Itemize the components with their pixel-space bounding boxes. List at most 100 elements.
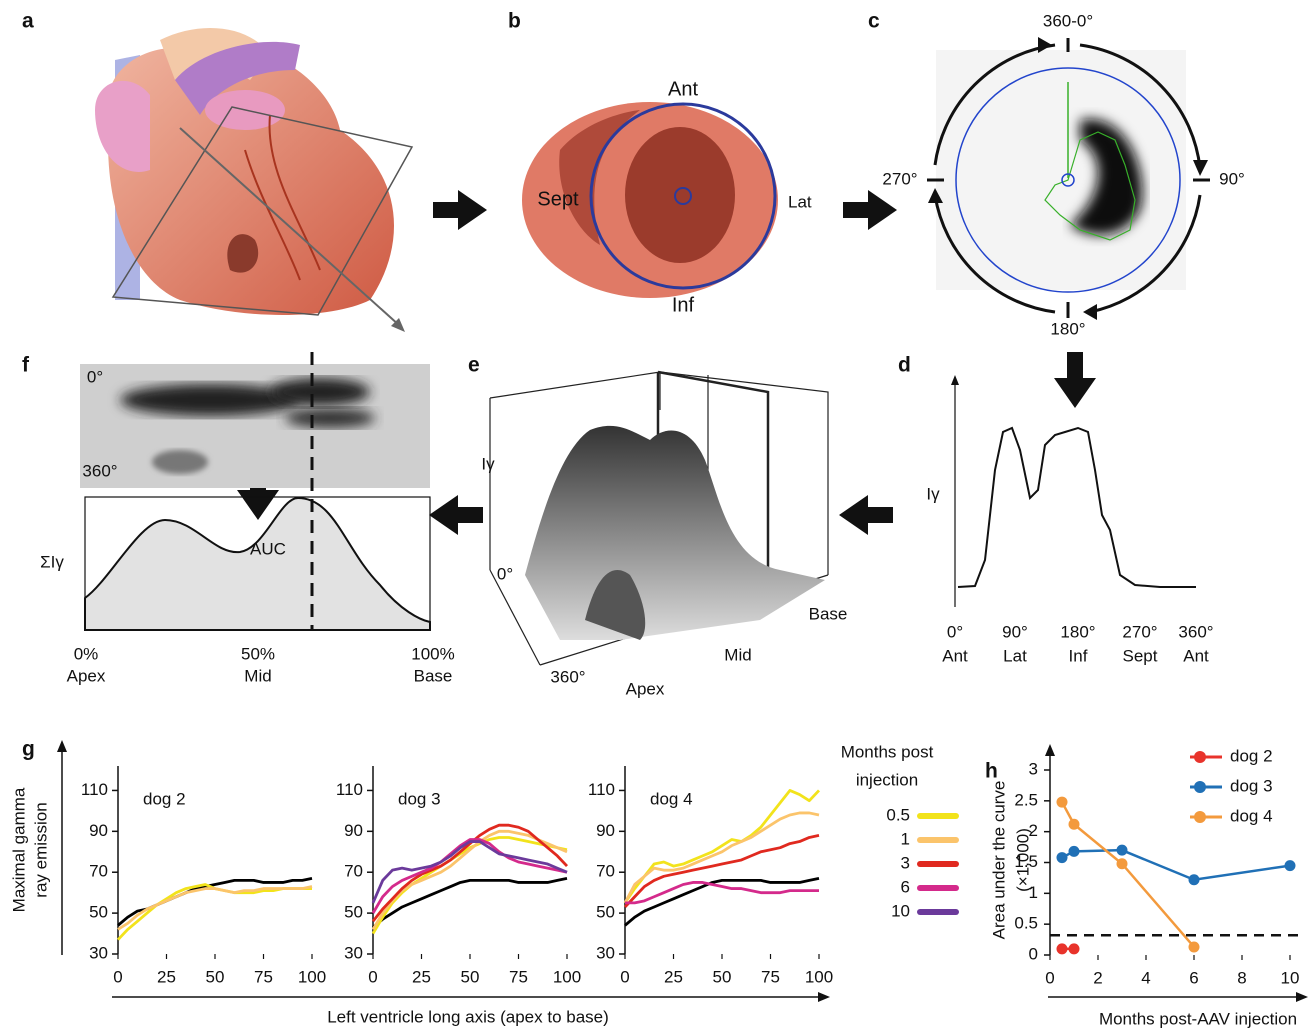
page: {"panel_labels":["a","b","c","d","e","f"… [0,0,1312,1031]
angle-label: 90° [1219,169,1245,188]
legend-marker [1194,751,1206,763]
legend-label: dog 3 [1230,776,1273,795]
angle-label: 360-0° [1043,11,1093,30]
y-tick-label: 0 [1029,944,1038,963]
data-line [118,878,312,925]
y-tick-label: 90 [596,821,615,840]
orientation-label: Ant [668,78,698,100]
x-tick-label: 0 [1045,968,1054,987]
axis-label: Inf [1069,646,1088,665]
panel-label: e [468,354,480,377]
subplot-title: dog 3 [398,789,441,808]
y-tick-label: 110 [336,780,363,799]
y-tick-label: 50 [89,903,108,922]
x-tick-label: 2 [1093,968,1102,987]
axis-label: 360° [82,461,117,480]
x-tick-label: 0 [113,967,122,986]
legend-marker [1194,781,1206,793]
data-point [1057,852,1068,863]
axis-label: ΣIγ [40,552,64,571]
panel-label: b [508,10,521,33]
data-line [1062,802,1194,947]
panel-label: d [898,354,911,377]
x-axis-label: Left ventricle long axis (apex to base) [327,1007,609,1026]
x-tick-label: 75 [254,967,273,986]
axis-label: Apex [67,666,106,685]
axis-label: Ant [1183,646,1209,665]
x-tick-label: 50 [206,967,225,986]
y-tick-label: 110 [588,780,615,799]
figure: a b c d e f g h Ant Sept Lat Inf 360-0° … [0,0,1312,1031]
x-tick-label: 25 [412,967,431,986]
legend-title: injection [856,770,918,789]
x-tick-label: 0 [368,967,377,986]
area-label: AUC [250,539,286,558]
panel-label: h [985,760,998,783]
y-tick-label: 50 [344,903,363,922]
data-point [1189,941,1200,952]
data-point [1117,845,1128,856]
legend-label: 6 [901,877,910,896]
axis-label: 0° [947,622,963,641]
legend-title: Months post [841,742,934,761]
legend-label: 10 [891,901,910,920]
x-tick-label: 50 [461,967,480,986]
axis-label: 50% [241,644,275,663]
subplot-title: dog 4 [650,789,693,808]
axis-label: 360° [1178,622,1213,641]
polar-image [927,37,1210,320]
y-tick-label: 3 [1029,759,1038,778]
data-line [118,884,312,939]
y-tick-label: 50 [596,903,615,922]
y-tick-label: 90 [344,821,363,840]
data-line [118,887,312,930]
subplot-title: dog 2 [143,789,186,808]
x-tick-label: 100 [553,967,581,986]
axis-label: 0° [87,367,103,386]
axis-label: Mid [724,645,751,664]
axis-label: Sept [1123,646,1158,665]
y-tick-label: 30 [89,943,108,962]
axis-label: Base [809,604,848,623]
x-tick-label: 100 [805,967,833,986]
y-tick-label: 30 [596,943,615,962]
axis-label: Iγ [481,454,495,473]
y-tick-label: 70 [344,862,363,881]
x-tick-label: 75 [509,967,528,986]
x-tick-label: 10 [1281,968,1300,987]
data-line [625,882,819,902]
data-line [1062,850,1290,880]
x-tick-label: 0 [620,967,629,986]
y-axis-label: ray emission [31,802,50,897]
y-axis-label: (×1,000) [1013,828,1032,892]
panel-label: c [868,10,880,33]
x-tick-label: 75 [761,967,780,986]
y-tick-label: 2.5 [1014,790,1038,809]
legend-label: 3 [901,853,910,872]
surface-plot [490,372,828,665]
axis-label: Mid [244,666,271,685]
axis-label: 270° [1122,622,1157,641]
y-tick-label: 110 [81,780,108,799]
axis-label: 0% [74,644,99,663]
data-point [1069,819,1080,830]
orientation-label: Inf [672,294,695,316]
x-tick-label: 25 [664,967,683,986]
axis-label: Ant [942,646,968,665]
y-tick-label: 70 [596,862,615,881]
axis-label: Lat [1003,646,1027,665]
data-point [1285,860,1296,871]
legend-label: 0.5 [886,805,910,824]
heart-illustration [95,28,412,332]
data-line [373,878,567,927]
legend-label: dog 4 [1230,806,1273,825]
axis-label: 90° [1002,622,1028,641]
data-point [1069,943,1080,954]
axis-label: 360° [550,667,585,686]
axis-label: 0° [497,564,513,583]
orientation-label: Lat [788,192,812,211]
arrow-head [1296,992,1308,1002]
legend-label: dog 2 [1230,746,1273,765]
axis-label: Apex [626,679,665,698]
x-tick-label: 100 [298,967,326,986]
